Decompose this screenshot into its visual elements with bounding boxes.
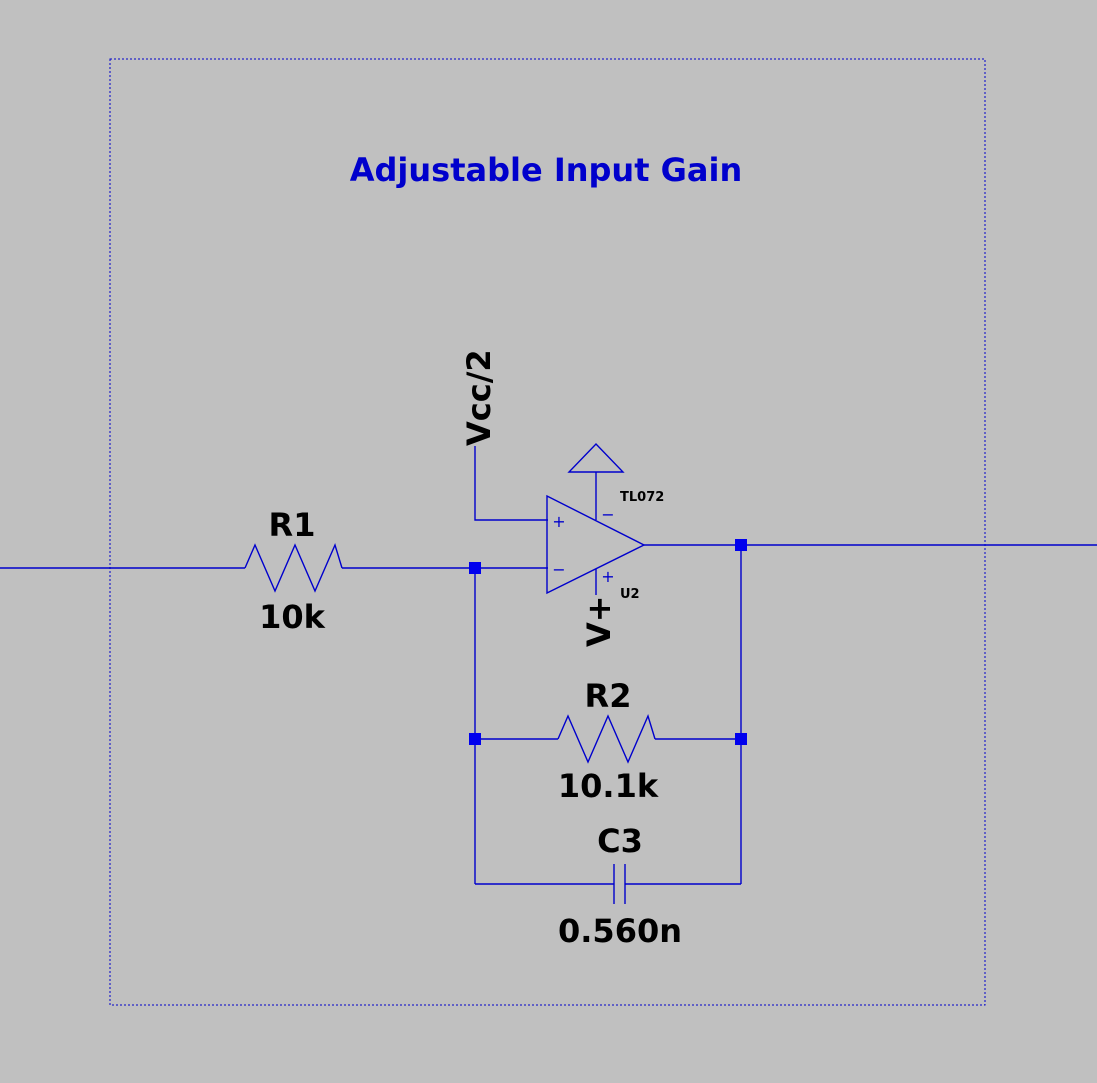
r1-resistor-symbol[interactable]	[244, 542, 343, 593]
vcc-half-net-label: Vcc/2	[460, 349, 498, 446]
ground-symbol-icon	[567, 442, 625, 473]
r2-value-label[interactable]: 10.1k	[558, 767, 659, 805]
opamp-instance-label: U2	[620, 587, 640, 602]
opamp-pos-supply-marker: +	[601, 567, 614, 586]
schematic-title: Adjustable Input Gain	[350, 151, 743, 189]
c3-name-label: C3	[597, 822, 643, 860]
junction-r2-left	[469, 733, 481, 745]
junction-output-node	[735, 539, 747, 551]
opamp-minus-input-marker: −	[552, 560, 565, 579]
vplus-net-label: V+	[580, 595, 618, 647]
c3-capacitor-symbol[interactable]	[612, 862, 627, 906]
r1-value-label[interactable]: 10k	[259, 598, 326, 636]
r1-name-label: R1	[269, 506, 316, 544]
noninverting-input-wire	[474, 446, 548, 521]
junction-inverting-node	[469, 562, 481, 574]
group-boundary-box	[109, 58, 986, 1006]
opamp-plus-input-marker: +	[552, 512, 565, 531]
c3-value-label[interactable]: 0.560n	[558, 912, 682, 950]
junction-r2-right	[735, 733, 747, 745]
opamp-model-label[interactable]: TL072	[620, 490, 664, 505]
r2-name-label: R2	[585, 677, 632, 715]
r2-resistor-symbol[interactable]	[557, 713, 656, 764]
opamp-neg-supply-marker: −	[601, 505, 614, 524]
